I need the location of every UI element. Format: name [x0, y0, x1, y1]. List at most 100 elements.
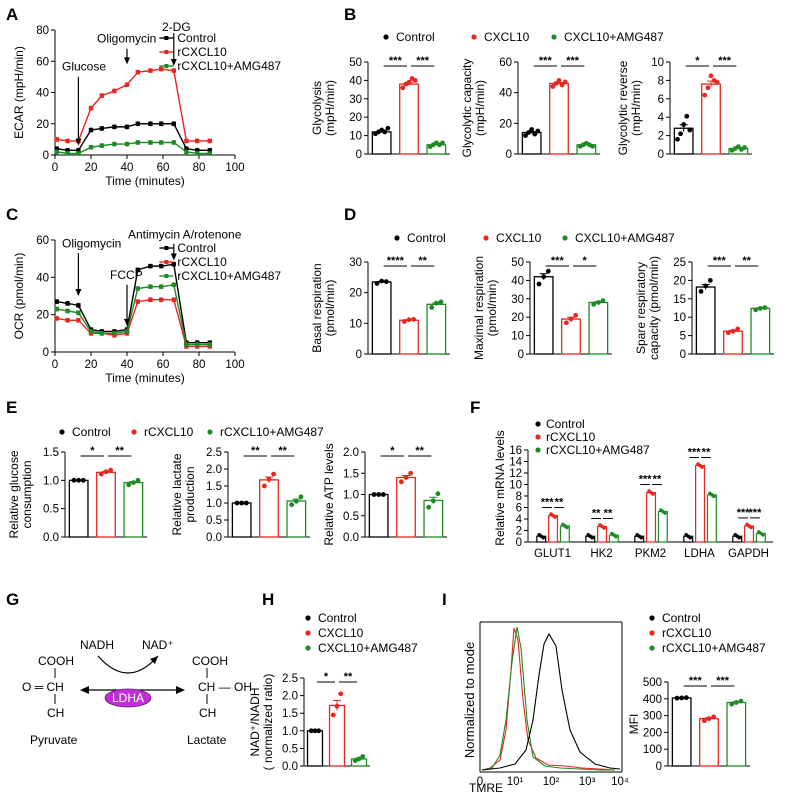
chart-i2-sig-label-1: *** [716, 675, 730, 687]
chart-f-x-tick-label-0: GLUT1 [534, 548, 571, 560]
chart-i2-y-tick-label-1: 100 [643, 744, 662, 756]
chart-f-point-3-0-2 [688, 535, 693, 540]
tmre-trace-amg487 [481, 626, 615, 771]
chart-b3-point-0-2 [681, 122, 687, 127]
legend-h-marker-1 [305, 630, 311, 636]
chart-c-y-axis-label: OCR (pmol/min) [12, 253, 26, 340]
chart-f-point-1-1-2 [602, 526, 606, 530]
chart-b3-y-tick-label-0: 0 [658, 149, 664, 161]
chart-e2-point-0-0 [234, 500, 240, 506]
chart-b2-y-axis-label-line-0: Glycolytic capacity [460, 59, 474, 158]
chart-a-y-tick-label-4: 80 [36, 25, 49, 37]
line-chart-a: 0 20 40 60 80 0 20 40 60 80 100 Time (minutes) ECAR … [12, 20, 281, 188]
chart-a-annotation-2dg: 2-DG [162, 20, 191, 34]
chart-e2-y-axis-label-line-1: production [183, 466, 197, 522]
chart-f-y-tick-label-4: 8 [516, 491, 522, 503]
chart-a-y-axis-label: ECAR (mpH/min) [12, 46, 26, 139]
chart-e1-point-2-1 [130, 480, 136, 485]
chart-f-sig-label-3-0: *** [688, 447, 702, 459]
chart-i2-point-2-2 [738, 698, 744, 704]
chart-i2-y-tick-label-4: 400 [643, 694, 662, 706]
legend-d-marker-amg [562, 235, 568, 241]
chart-b1-bar-1 [399, 83, 419, 155]
chart-c-x-tick-label-4: 80 [193, 359, 206, 371]
chart-e3-sig-label-0: * [390, 445, 395, 457]
chart-b3-y-axis-label-line-0: Glycolytic reverse [616, 60, 630, 155]
chart-d2-point-1-1 [568, 316, 574, 322]
chart-e1-point-1-1 [103, 469, 109, 475]
legend-b-label-amg: CXCL10+AMG487 [564, 30, 664, 44]
chart-c-x-axis-label: Time (minutes) [105, 371, 185, 385]
chart-b1-y-tick-label-1: 10 [349, 131, 362, 143]
chart-c-legend-label-2: rCXCL10+AMG487 [177, 269, 281, 283]
chart-e2-y-tick-label-5: 2.5 [206, 447, 222, 459]
chart-e2-point-2-0 [289, 502, 295, 508]
chart-e1-y-tick-label-1: 0.5 [43, 504, 59, 516]
chart-e1-point-2-2 [135, 477, 141, 483]
tmre-tick-1: 10¹ [507, 776, 524, 788]
chart-f-sig-label-1-0: ** [592, 507, 601, 519]
chart-d3-point-1-1 [730, 328, 736, 334]
chart-d1-sig-label-0: **** [387, 255, 405, 267]
chart-h-y-tick-label-3: 1.5 [282, 708, 298, 720]
chart-c-series-2-marker-4 [99, 331, 104, 336]
bar-chart-e1: 0.00.51.01.5 * **Relative glucose consumpti… [7, 445, 147, 544]
chart-c-y-tick-label-1: 20 [36, 310, 49, 322]
chart-c-series-0-marker-10 [171, 262, 176, 267]
chart-d2-y-tick-label-1: 10 [511, 331, 524, 343]
chart-d2-bar-2 [588, 301, 609, 355]
chart-c-x-tick-label-2: 40 [121, 359, 134, 371]
chart-b1-point-0-3 [382, 129, 388, 135]
lactate-label: Lactate [187, 733, 227, 747]
legend-b-label-control: Control [396, 30, 435, 44]
chart-e2-point-1-1 [266, 476, 272, 482]
chart-a-series-1-marker-3 [88, 105, 94, 111]
chart-i2-point-0-1 [679, 695, 685, 701]
chart-c-series-2-marker-10 [171, 282, 176, 287]
chart-a-series-1-marker-0 [54, 137, 59, 142]
chart-e1-y-tick-label-2: 1.0 [43, 475, 59, 487]
chart-b1-y-axis-label-line-1: (mpH/min) [323, 80, 337, 136]
legend-e-label-cxcl10: rCXCL10 [144, 425, 194, 439]
chart-f-bar-2-2 [657, 510, 668, 543]
chart-c-series-2-marker-6 [124, 329, 130, 334]
chart-a-legend-marker-0 [164, 36, 169, 40]
pyruvate-label: Pyruvate [30, 733, 78, 747]
chart-a-series-2-marker-13 [207, 151, 212, 156]
chart-e2-point-1-0 [261, 483, 267, 489]
chart-b3-sig-label-0: * [695, 55, 700, 67]
chart-c-y-tick-label-2: 40 [36, 272, 49, 284]
chart-e1-y-tick-label-0: 0.0 [43, 532, 59, 544]
chart-a-series-1-marker-13 [207, 138, 212, 144]
chart-a-series-2-marker-10 [171, 140, 176, 145]
chart-a-series-2-marker-9 [159, 140, 164, 145]
chart-e1-sig-label-0: * [90, 445, 95, 457]
chart-b1-y-tick-label-0: 0 [356, 149, 362, 161]
chart-a-series-1-marker-5 [112, 88, 117, 94]
chart-c-legend-label-0: Control [177, 241, 216, 255]
cofactor-arrowhead-icon [150, 656, 158, 664]
chart-a-series-1-marker-12 [195, 138, 200, 144]
chart-c-legend-label-1: rCXCL10 [177, 255, 227, 269]
chart-b3-point-1-2 [708, 73, 714, 79]
chart-f-legend-marker-2 [535, 447, 541, 453]
chart-b3-point-1-4 [714, 79, 720, 85]
chart-c-series-1-marker-8 [148, 297, 153, 302]
tmre-tick-2: 10² [543, 776, 560, 788]
chart-a-series-0-marker-5 [112, 124, 117, 130]
tmre-axis-label: TMRE [469, 781, 503, 794]
legend-i-label-0: Control [662, 611, 701, 625]
chart-f-bar-2-1 [646, 491, 657, 543]
chart-i2-y-tick-label-2: 200 [643, 727, 662, 739]
chart-b2-point-0-1 [526, 130, 531, 135]
chart-f-point-0-0-2 [541, 535, 546, 540]
chart-d3-y-tick-label-1: 5 [680, 331, 686, 343]
chart-f-y-tick-label-2: 4 [516, 514, 523, 526]
legend-i-label-2: rCXCL10+AMG487 [662, 641, 766, 655]
legend-i-marker-0 [649, 615, 655, 621]
chart-h-point-1-0 [330, 712, 336, 718]
chart-b3-point-2-2 [735, 144, 741, 150]
chart-d3-point-2-2 [762, 305, 768, 311]
